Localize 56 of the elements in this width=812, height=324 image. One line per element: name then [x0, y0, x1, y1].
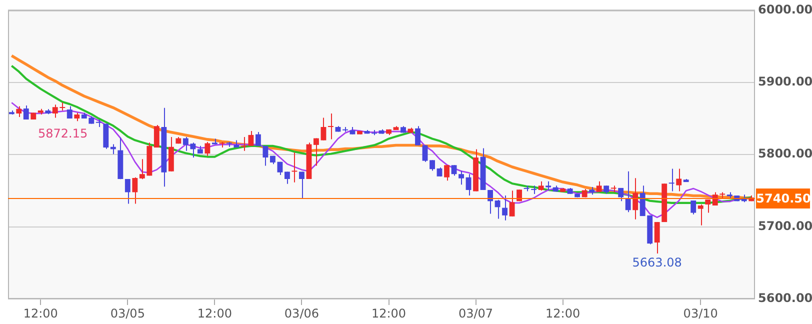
candlestick	[292, 152, 298, 183]
candlestick	[284, 171, 290, 184]
candlestick	[255, 132, 261, 146]
candlestick	[314, 138, 319, 166]
x-tick-label: 12:00	[546, 306, 580, 320]
annotation: 5872.15	[38, 126, 88, 140]
candlestick	[103, 123, 109, 150]
candlestick	[124, 178, 130, 204]
candlestick	[531, 185, 537, 194]
candlestick	[538, 180, 544, 192]
ref-line-label: 5740.50	[756, 192, 811, 206]
y-tick-label: 6000.00	[758, 2, 812, 16]
candlestick	[466, 174, 472, 196]
candlestick	[502, 195, 508, 221]
candlestick	[248, 130, 254, 146]
candlestick	[16, 106, 22, 118]
candlestick	[596, 180, 602, 192]
candlestick	[66, 106, 72, 119]
y-tick-label: 5600.00	[758, 291, 812, 306]
candlestick	[618, 187, 624, 202]
candlestick	[690, 200, 696, 215]
candlestick	[430, 160, 435, 172]
candlestick	[422, 144, 428, 162]
y-tick-label: 5700.00	[758, 218, 812, 233]
candlestick	[444, 164, 450, 182]
y-tick-label: 5800.00	[758, 146, 812, 161]
candlestick	[132, 176, 138, 204]
candlestick	[458, 170, 464, 186]
x-tick-label: 12:00	[23, 306, 58, 320]
candlestick	[262, 145, 268, 166]
candlestick	[299, 171, 304, 200]
candlestick	[415, 126, 420, 146]
candlestick	[23, 105, 29, 120]
annotation: 5663.08	[632, 256, 682, 270]
candlestick	[240, 136, 246, 152]
candlestick	[705, 199, 711, 214]
candlestick	[328, 112, 334, 140]
candlestick	[154, 124, 160, 148]
candlestick	[632, 178, 638, 220]
candlestick	[509, 190, 515, 217]
candlestick	[698, 204, 704, 226]
x-tick-label: 12:00	[371, 306, 406, 320]
x-tick-label: 03/05	[110, 306, 145, 320]
candlestick	[654, 222, 660, 254]
x-tick-label: 12:00	[197, 306, 232, 320]
candlestick	[625, 170, 631, 213]
candlestick	[204, 141, 210, 156]
x-tick-label: 03/10	[683, 306, 718, 320]
candlestick	[451, 164, 457, 176]
candlestick	[668, 168, 674, 192]
candlestick	[320, 117, 326, 141]
x-tick-label: 03/07	[458, 306, 494, 320]
candlestick	[676, 168, 682, 192]
x-tick-label: 03/06	[284, 306, 320, 320]
candlestick	[494, 199, 500, 220]
y-tick-label: 5900.00	[758, 74, 812, 89]
